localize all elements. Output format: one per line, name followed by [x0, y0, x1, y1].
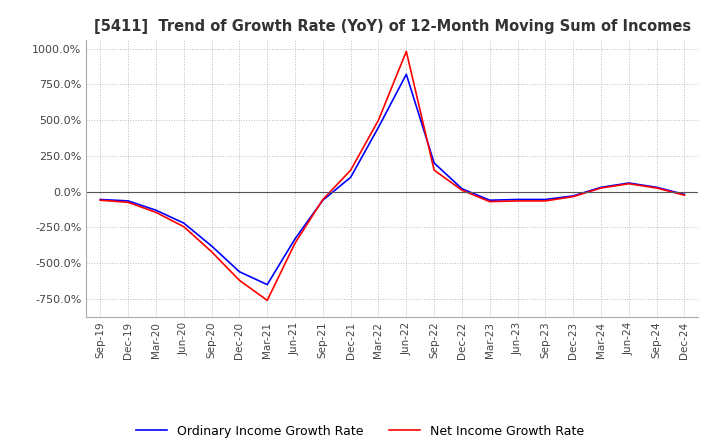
Line: Ordinary Income Growth Rate: Ordinary Income Growth Rate	[100, 74, 685, 285]
Ordinary Income Growth Rate	[624, 180, 633, 186]
Net Income Growth Rate	[430, 168, 438, 173]
Ordinary Income Growth Rate	[430, 160, 438, 165]
Net Income Growth Rate	[96, 198, 104, 203]
Ordinary Income Growth Rate	[374, 125, 383, 130]
Ordinary Income Growth Rate	[680, 192, 689, 197]
Net Income Growth Rate	[263, 298, 271, 303]
Net Income Growth Rate	[458, 187, 467, 193]
Legend: Ordinary Income Growth Rate, Net Income Growth Rate: Ordinary Income Growth Rate, Net Income …	[131, 420, 589, 440]
Ordinary Income Growth Rate	[291, 236, 300, 242]
Net Income Growth Rate	[597, 185, 606, 191]
Net Income Growth Rate	[652, 185, 661, 191]
Net Income Growth Rate	[152, 210, 161, 215]
Ordinary Income Growth Rate	[597, 185, 606, 190]
Ordinary Income Growth Rate	[458, 186, 467, 191]
Ordinary Income Growth Rate	[152, 208, 161, 213]
Ordinary Income Growth Rate	[541, 197, 550, 202]
Ordinary Income Growth Rate	[179, 220, 188, 226]
Ordinary Income Growth Rate	[346, 175, 355, 180]
Ordinary Income Growth Rate	[235, 269, 243, 275]
Ordinary Income Growth Rate	[124, 198, 132, 204]
Net Income Growth Rate	[374, 117, 383, 123]
Ordinary Income Growth Rate	[485, 198, 494, 203]
Ordinary Income Growth Rate	[513, 197, 522, 202]
Ordinary Income Growth Rate	[652, 185, 661, 190]
Net Income Growth Rate	[569, 194, 577, 199]
Net Income Growth Rate	[624, 181, 633, 187]
Net Income Growth Rate	[124, 200, 132, 205]
Net Income Growth Rate	[680, 193, 689, 198]
Ordinary Income Growth Rate	[402, 72, 410, 77]
Net Income Growth Rate	[207, 249, 216, 254]
Net Income Growth Rate	[318, 197, 327, 202]
Net Income Growth Rate	[179, 224, 188, 229]
Ordinary Income Growth Rate	[207, 243, 216, 249]
Net Income Growth Rate	[291, 241, 300, 246]
Ordinary Income Growth Rate	[96, 197, 104, 202]
Net Income Growth Rate	[485, 199, 494, 204]
Ordinary Income Growth Rate	[318, 198, 327, 203]
Ordinary Income Growth Rate	[569, 193, 577, 198]
Net Income Growth Rate	[346, 168, 355, 173]
Net Income Growth Rate	[541, 198, 550, 204]
Title: [5411]  Trend of Growth Rate (YoY) of 12-Month Moving Sum of Incomes: [5411] Trend of Growth Rate (YoY) of 12-…	[94, 19, 691, 34]
Net Income Growth Rate	[513, 198, 522, 204]
Line: Net Income Growth Rate: Net Income Growth Rate	[100, 51, 685, 301]
Net Income Growth Rate	[235, 278, 243, 283]
Net Income Growth Rate	[402, 49, 410, 54]
Ordinary Income Growth Rate	[263, 282, 271, 287]
